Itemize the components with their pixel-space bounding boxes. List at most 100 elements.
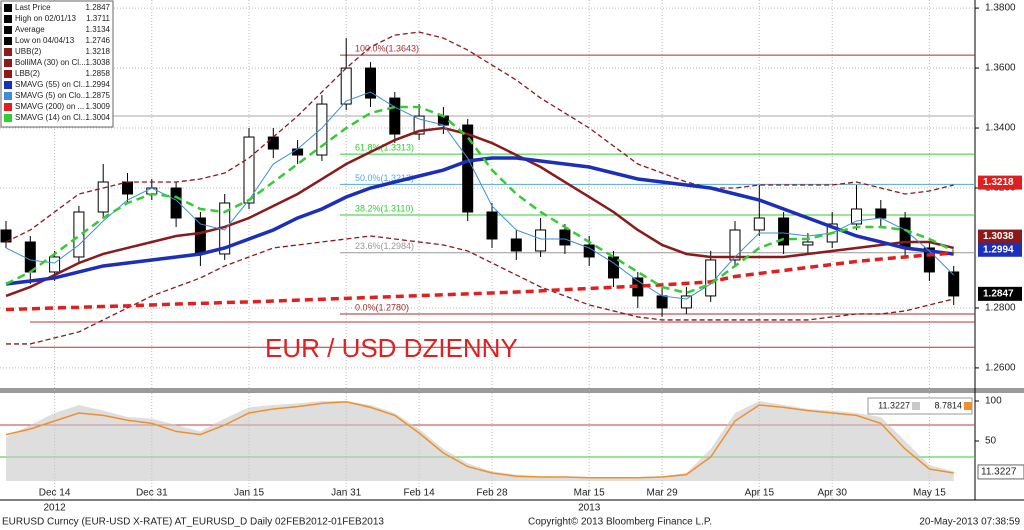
fib-label: 100.0%(1.3643) <box>355 44 419 54</box>
x-tick-label: Mar 15 <box>574 488 606 499</box>
candle-body <box>24 241 36 273</box>
y-tick-label: 1.3400 <box>985 123 1016 134</box>
value-tag-label: 11.3227 <box>981 467 1017 478</box>
legend-label: 11.3227 <box>878 400 910 410</box>
y-tick-label: 1.3600 <box>985 63 1016 74</box>
y-tick-label: 1.2800 <box>985 303 1016 314</box>
indicator-line <box>5 31 954 243</box>
candle-body <box>267 136 279 150</box>
fib-label: 23.6%(1.2984) <box>355 241 414 251</box>
candle-body <box>948 271 960 297</box>
legend-value: 1.2746 <box>86 36 111 45</box>
candle-body <box>656 295 668 309</box>
price-tag <box>978 229 1022 244</box>
candle-body <box>413 115 425 135</box>
price-tag-label: 1.3218 <box>983 177 1014 188</box>
legend-label: BolliMA (30) on Cl... <box>15 58 86 67</box>
candle-body <box>73 211 85 258</box>
legend-value: 1.3004 <box>86 113 111 122</box>
candle-body <box>486 211 498 240</box>
candle-body <box>729 229 741 261</box>
candle-body <box>122 181 133 195</box>
y-tick-label: 100 <box>985 396 1002 407</box>
candle-body <box>753 217 765 231</box>
x-tick-label: Apr 30 <box>817 488 847 499</box>
y-tick-label: 1.3800 <box>985 3 1016 14</box>
price-tag-label: 1.3038 <box>983 231 1014 242</box>
legend-label: UBB(2) <box>15 47 42 56</box>
indicator-line <box>5 91 955 300</box>
y-tick-label: 50 <box>985 436 997 447</box>
legend-swatch <box>4 15 12 23</box>
legend-label: LBB(2) <box>15 69 40 78</box>
chart-title: EUR / USD DZIENNY <box>265 333 518 363</box>
fib-label: 38.2%(1.3110) <box>355 203 413 213</box>
price-tag-label: 1.2847 <box>983 288 1014 299</box>
legend-label: SMAVG (200) on ... <box>15 102 84 111</box>
legend-swatch <box>4 26 12 34</box>
legend-swatch <box>4 92 12 100</box>
legend-label: 8.7814 <box>934 400 962 410</box>
indicator-line <box>5 126 954 298</box>
legend-value: 1.2847 <box>86 3 111 12</box>
x-tick-label: Dec 31 <box>136 488 168 499</box>
legend-swatch <box>4 81 12 89</box>
candle-body <box>170 187 182 219</box>
indicator-line <box>6 235 954 345</box>
legend-swatch <box>4 4 12 12</box>
legend-swatch <box>4 37 12 45</box>
price-tag <box>978 175 1022 190</box>
fib-label: 0.0%(1.2780) <box>355 302 409 312</box>
indicator-line <box>5 251 954 312</box>
price-tag <box>978 242 1022 257</box>
value-tag <box>977 464 1024 480</box>
candle-body <box>292 148 304 156</box>
legend-label: SMAVG (5) on Clo... <box>15 91 87 100</box>
footer-center: Copyright© 2013 Bloomberg Finance L.P. <box>528 517 712 528</box>
x-tick-label: Jan 31 <box>331 488 361 499</box>
legend-label: High on 02/01/13 <box>15 14 76 23</box>
candle-body <box>365 67 376 99</box>
candle-body <box>389 97 401 135</box>
legend-value: 1.2858 <box>86 69 111 78</box>
legend-box <box>0 0 114 128</box>
legend-swatch <box>4 70 12 78</box>
candle-body <box>851 208 862 225</box>
candle-body <box>923 247 935 273</box>
candle-body <box>705 259 717 297</box>
legend-swatch <box>912 402 920 410</box>
candle-body <box>559 229 571 246</box>
legend-label: Last Price <box>15 3 51 12</box>
legend-label: SMAVG (55) on Cl... <box>15 80 87 89</box>
candle-body <box>49 256 61 273</box>
legend-value: 1.2994 <box>86 80 111 89</box>
legend-swatch <box>4 59 12 67</box>
legend-label: Low on 04/04/13 <box>15 36 75 45</box>
legend-swatch <box>964 402 972 410</box>
fib-label: 50.0%(1.3212) <box>355 173 414 183</box>
candle-body <box>535 229 547 252</box>
price-tag <box>978 286 1022 301</box>
legend-swatch <box>4 48 12 56</box>
legend-label: SMAVG (14) on Cl... <box>15 113 87 122</box>
candle-body <box>875 208 887 219</box>
legend-value: 1.3038 <box>86 58 111 67</box>
legend-value: 1.2875 <box>86 91 111 100</box>
legend-value: 1.3711 <box>86 14 110 23</box>
x-tick-label: Feb 14 <box>404 488 436 499</box>
indicator-line <box>5 156 954 286</box>
candle-body <box>316 103 328 156</box>
candle-body <box>340 67 352 105</box>
legend-swatch <box>4 114 12 122</box>
indicator-line <box>5 105 955 295</box>
candle-body <box>97 181 109 213</box>
panel-separator <box>0 388 1024 393</box>
legend-value: 1.3134 <box>86 25 111 34</box>
legend-label: Average <box>15 25 45 34</box>
x-tick-label: Feb 28 <box>476 488 508 499</box>
x-tick-label: Apr 15 <box>745 488 775 499</box>
x-tick-label: Mar 29 <box>647 488 679 499</box>
legend-value: 1.3009 <box>86 102 111 111</box>
x-tick-label: May 15 <box>913 488 946 499</box>
